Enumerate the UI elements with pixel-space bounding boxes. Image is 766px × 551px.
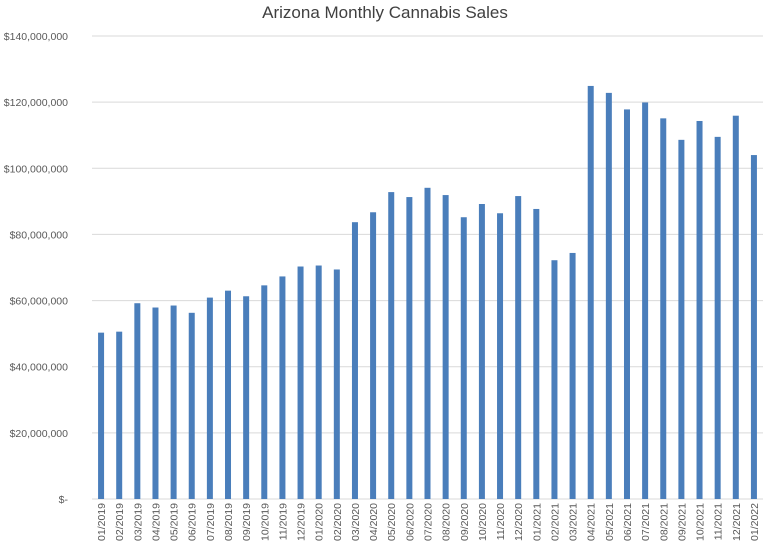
bar bbox=[98, 332, 105, 499]
bar bbox=[206, 297, 213, 499]
bar bbox=[533, 208, 540, 499]
y-axis-ticks: $- $20,000,000 $40,000,000 $60,000,000 $80,0… bbox=[4, 31, 69, 506]
x-tick-label: 09/2019 bbox=[241, 503, 253, 541]
x-tick-label: 05/2020 bbox=[386, 503, 398, 541]
x-tick-label: 06/2020 bbox=[404, 503, 416, 541]
x-tick-label: 10/2019 bbox=[259, 503, 271, 541]
x-tick-label: 03/2020 bbox=[350, 503, 362, 541]
bar bbox=[333, 269, 340, 499]
x-tick-label: 01/2022 bbox=[749, 503, 761, 541]
x-tick-label: 01/2021 bbox=[531, 503, 543, 541]
bar bbox=[388, 192, 395, 499]
x-tick-label: 12/2020 bbox=[513, 503, 525, 541]
y-tick-label: $20,000,000 bbox=[10, 428, 69, 440]
bar bbox=[261, 285, 268, 499]
x-tick-label: 05/2019 bbox=[169, 503, 181, 541]
bar bbox=[623, 109, 630, 500]
bar bbox=[442, 195, 449, 499]
bar bbox=[370, 212, 377, 499]
x-tick-label: 04/2019 bbox=[150, 503, 162, 541]
y-tick-label: $40,000,000 bbox=[10, 362, 69, 374]
bar bbox=[587, 85, 594, 499]
x-tick-label: 05/2021 bbox=[604, 503, 616, 541]
bar bbox=[297, 266, 304, 499]
x-tick-label: 06/2021 bbox=[622, 503, 634, 541]
x-tick-label: 07/2021 bbox=[640, 503, 652, 541]
bar bbox=[424, 187, 431, 500]
bar bbox=[750, 155, 757, 499]
y-tick-label: $100,000,000 bbox=[4, 163, 68, 175]
x-tick-label: 02/2021 bbox=[549, 503, 561, 541]
x-tick-label: 08/2019 bbox=[223, 503, 235, 541]
x-tick-label: 06/2019 bbox=[187, 503, 199, 541]
x-tick-label: 10/2020 bbox=[477, 503, 489, 541]
x-tick-label: 01/2019 bbox=[96, 503, 108, 541]
bar bbox=[188, 312, 195, 499]
x-tick-label: 09/2020 bbox=[459, 503, 471, 541]
x-tick-label: 12/2019 bbox=[296, 503, 308, 541]
x-tick-label: 02/2019 bbox=[114, 503, 126, 541]
bar bbox=[678, 139, 685, 499]
x-tick-label: 10/2021 bbox=[695, 503, 707, 541]
x-tick-label: 07/2020 bbox=[423, 503, 435, 541]
chart-title: Arizona Monthly Cannabis Sales bbox=[262, 3, 508, 22]
bars bbox=[98, 85, 757, 500]
bar bbox=[170, 305, 177, 499]
y-tick-label: $80,000,000 bbox=[10, 229, 69, 241]
bar bbox=[406, 197, 413, 499]
bar bbox=[660, 118, 667, 499]
x-tick-label: 04/2020 bbox=[368, 503, 380, 541]
bar bbox=[642, 102, 649, 499]
x-tick-label: 08/2020 bbox=[441, 503, 453, 541]
x-tick-label: 04/2021 bbox=[586, 503, 598, 541]
y-tick-label: $120,000,000 bbox=[4, 97, 68, 109]
bar bbox=[732, 115, 739, 499]
bar bbox=[243, 296, 250, 499]
bar bbox=[460, 217, 467, 500]
x-tick-label: 01/2020 bbox=[314, 503, 326, 541]
bar bbox=[279, 276, 286, 499]
bar bbox=[152, 307, 159, 499]
x-tick-label: 07/2019 bbox=[205, 503, 217, 541]
x-tick-label: 12/2021 bbox=[731, 503, 743, 541]
bar bbox=[696, 120, 703, 500]
bar bbox=[569, 252, 576, 499]
bar bbox=[551, 260, 558, 499]
bar bbox=[351, 222, 358, 499]
x-tick-label: 08/2021 bbox=[658, 503, 670, 541]
bar bbox=[605, 92, 612, 499]
y-tick-label: $- bbox=[59, 494, 69, 506]
x-tick-label: 11/2019 bbox=[277, 503, 289, 540]
x-tick-label: 03/2019 bbox=[132, 503, 144, 541]
bar bbox=[478, 204, 485, 499]
x-tick-label: 02/2020 bbox=[332, 503, 344, 541]
y-tick-label: $60,000,000 bbox=[10, 296, 69, 308]
x-tick-label: 11/2020 bbox=[495, 503, 507, 540]
bar bbox=[515, 196, 522, 499]
y-tick-label: $140,000,000 bbox=[4, 31, 68, 43]
x-tick-label: 09/2021 bbox=[676, 503, 688, 541]
bar bbox=[714, 136, 721, 499]
bar bbox=[134, 303, 141, 499]
bar bbox=[315, 265, 322, 499]
x-axis-ticks: 01/2019 02/2019 03/2019 04/2019 05/2019 06/20… bbox=[96, 503, 761, 541]
bar bbox=[225, 290, 232, 499]
x-tick-label: 11/2021 bbox=[713, 503, 725, 540]
bar bbox=[116, 331, 123, 499]
x-tick-label: 03/2021 bbox=[568, 503, 580, 541]
bar bbox=[497, 213, 504, 499]
